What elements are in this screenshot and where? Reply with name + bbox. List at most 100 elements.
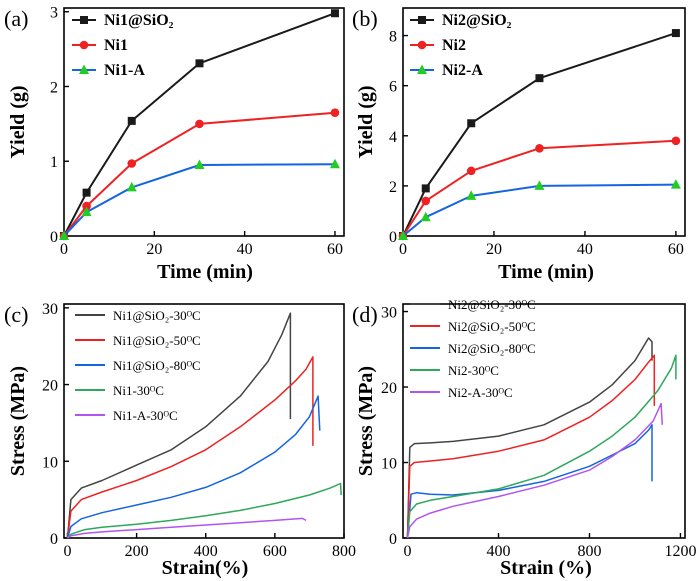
data-point (534, 180, 545, 190)
x-axis-label: Strain(%) (162, 557, 249, 579)
x-axis-label: Time (min) (498, 261, 594, 283)
y-axis-label: Yield (g) (355, 85, 377, 158)
legend-label: Ni2-30ᴼC (448, 363, 499, 378)
series-line (66, 356, 314, 539)
data-point (330, 108, 340, 117)
y-tick-label: 10 (381, 456, 397, 473)
data-point (195, 59, 204, 68)
y-tick-label: 0 (50, 531, 58, 548)
chart-panel-c: 0 200 400 600 800 0 10 20 30 Strain(%) Stress (MPa… (4, 301, 356, 579)
panel-label: (a) (4, 6, 28, 31)
series-line (66, 395, 321, 539)
plot-frame (63, 303, 345, 539)
data-point (466, 166, 476, 176)
x-tick-label: 200 (125, 543, 149, 560)
legend-label: Ni1@SiO₂-80ᴼC (113, 358, 201, 373)
y-axis-label: Stress (MPa) (355, 366, 377, 476)
legend-label: Ni2-A-30ᴼC (448, 385, 513, 400)
y-axis-label: Yield (g) (7, 85, 29, 158)
x-tick-label: 0 (63, 543, 71, 560)
y-tick-label: 0 (389, 229, 397, 246)
data-point (194, 159, 205, 169)
x-tick-label: 20 (486, 241, 502, 258)
y-tick-label: 4 (389, 129, 397, 146)
series-line (66, 482, 342, 539)
x-tick-label: 60 (327, 241, 343, 258)
x-tick-label: 800 (332, 543, 356, 560)
data-point (467, 119, 476, 128)
legend-label: Ni2@SiO₂-50ᴼC (448, 319, 536, 334)
legend-marker (80, 16, 88, 24)
x-tick-label: 1200 (664, 543, 696, 560)
data-point (195, 119, 204, 129)
y-tick-label: 2 (389, 179, 397, 196)
x-axis-label: Time (min) (157, 261, 253, 283)
plot-frame (63, 7, 345, 237)
data-point (671, 136, 681, 146)
panel-label: (d) (352, 302, 378, 327)
data-point (127, 159, 137, 168)
data-point (82, 188, 91, 197)
plot-frame (402, 303, 686, 539)
data-point (466, 190, 477, 200)
data-point (398, 230, 408, 240)
y-tick-label: 0 (389, 531, 397, 548)
panel-label: (c) (4, 302, 28, 327)
series-line (406, 402, 664, 539)
data-point (670, 179, 681, 189)
legend-label: Ni2 (442, 37, 466, 54)
x-tick-label: 400 (487, 543, 511, 560)
legend-label: Ni2@SiO₂-80ᴼC (448, 341, 536, 356)
legend-label: Ni1 (104, 37, 128, 54)
data-point (329, 158, 340, 169)
y-tick-label: 6 (389, 79, 397, 96)
legend-marker (417, 40, 427, 50)
y-tick-label: 20 (381, 380, 397, 397)
x-tick-label: 0 (399, 241, 407, 258)
x-tick-label: 0 (404, 543, 412, 560)
legend-label: Ni1-30ᴼC (113, 383, 164, 398)
legend-label: Ni1-A (104, 62, 145, 79)
x-tick-label: 600 (263, 543, 287, 560)
data-point (421, 184, 430, 193)
legend-label: Ni2-A (442, 62, 483, 79)
series-line (66, 312, 292, 539)
data-point (126, 181, 137, 192)
y-tick-label: 20 (42, 378, 58, 395)
data-point (81, 206, 92, 217)
series-line (63, 163, 336, 237)
legend-label: Ni1@SiO₂ (104, 12, 174, 29)
x-tick-label: 40 (577, 241, 593, 258)
chart-panel-a: 0 20 40 60 0 1 2 3 Time (min) Yield (g) (a) Ni1@SiO… (4, 5, 345, 283)
data-point (82, 201, 91, 211)
x-tick-label: 40 (237, 241, 253, 258)
y-tick-label: 8 (389, 29, 397, 46)
series-line (67, 517, 307, 539)
legend-marker (418, 16, 426, 24)
x-axis-label: Strain (%) (500, 557, 592, 579)
y-axis-label: Stress (MPa) (7, 366, 29, 476)
series-line (406, 354, 677, 539)
data-point (535, 74, 544, 83)
y-tick-label: 2 (50, 79, 58, 96)
y-tick-label: 1 (50, 154, 58, 171)
y-tick-label: 30 (42, 301, 58, 318)
y-tick-label: 30 (381, 305, 397, 322)
x-tick-label: 0 (60, 241, 68, 258)
series-line (406, 337, 653, 539)
x-tick-label: 60 (668, 241, 684, 258)
legend-marker (79, 64, 89, 74)
x-tick-label: 800 (577, 543, 601, 560)
legend-label: Ni2@SiO₂-30ᴼC (448, 297, 536, 312)
series-line (63, 111, 336, 237)
legend-label: Ni1@SiO₂-50ᴼC (113, 333, 201, 348)
legend-label: Ni1-A-30ᴼC (113, 408, 178, 423)
chart-panel-b: 0 20 40 60 0 2 4 6 8 Time (min) Yield (g) (b) Ni2@Si… (352, 6, 686, 283)
y-tick-label: 0 (50, 229, 58, 246)
legend-label: Ni1@SiO₂-30ᴼC (113, 308, 201, 323)
chart-panel-d: 0 400 800 1200 0 10 20 30 Strain (%) Stress (MPa)… (352, 297, 696, 579)
legend-marker (79, 40, 89, 50)
legend-marker (417, 64, 427, 74)
